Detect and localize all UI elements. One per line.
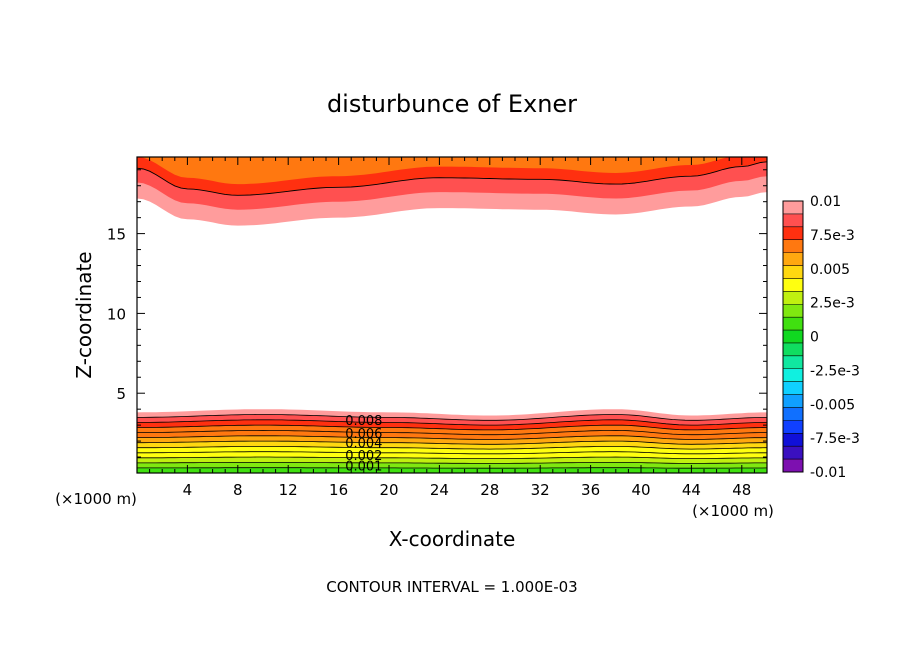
x-tick-labels: 4 8 12 16 20 24 28 32 36 40 44 48 [183, 481, 752, 499]
x-tick-label: 16 [329, 481, 348, 499]
colorbar-swatch [783, 330, 803, 344]
colorbar-swatch [783, 368, 803, 382]
contour-label: 0.002 [345, 449, 382, 464]
top-band-fill [137, 157, 729, 185]
contour-line [137, 429, 767, 436]
colorbar-swatch [783, 420, 803, 434]
colorbar-swatch [783, 433, 803, 447]
colorbar-swatch [783, 201, 803, 215]
colorbar-swatch [783, 407, 803, 421]
colorbar-swatch [783, 446, 803, 460]
colorbar-swatch [783, 394, 803, 408]
axis-ticks [137, 157, 767, 473]
colorbar-label: 0.01 [810, 194, 841, 210]
y-tick-labels: 5 10 15 [107, 226, 126, 404]
colorbar-label: 0.005 [810, 262, 850, 278]
contour-line [137, 445, 767, 450]
contour-label: 0.001 [345, 460, 382, 475]
x-axis-label: X-coordinate [389, 527, 516, 551]
colorbar-label: 7.5e-3 [810, 228, 855, 244]
colorbar-swatch [783, 342, 803, 357]
x-tick-label: 36 [581, 481, 600, 499]
contour-label: 0.008 [345, 414, 382, 429]
colorbar-label: 2.5e-3 [810, 296, 855, 312]
contour-line [137, 451, 767, 455]
colorbar-swatch [783, 226, 803, 241]
colorbar-swatch [783, 381, 803, 395]
colorbar-label: 0 [810, 330, 819, 346]
colorbar-swatch [783, 355, 803, 370]
colorbar-swatch [783, 291, 803, 305]
x-unit-label-left: (×1000 m) [55, 490, 137, 508]
x-tick-label: 20 [379, 481, 398, 499]
chart-title: disturbunce of Exner [327, 90, 577, 118]
colorbar-swatch [783, 213, 803, 228]
contour-line [137, 456, 767, 460]
x-tick-label: 44 [682, 481, 701, 499]
contour-line [137, 461, 767, 464]
contour-line [137, 440, 767, 445]
x-tick-label: 28 [480, 481, 499, 499]
contour-line [137, 419, 767, 426]
colorbar-label: -0.01 [810, 465, 846, 481]
y-tick-label: 15 [107, 226, 126, 244]
colorbar-labels: 0.01 7.5e-3 0.005 2.5e-3 0 -2.5e-3 -0.005 -7.5e… [810, 194, 860, 481]
x-unit-label-right: (×1000 m) [692, 502, 774, 520]
y-tick-label: 10 [107, 305, 126, 323]
colorbar-label: -0.005 [810, 397, 855, 413]
colorbar-label: -2.5e-3 [810, 363, 860, 379]
contour-label: 0.006 [345, 427, 382, 442]
contour-line [137, 435, 767, 440]
x-tick-label: 32 [531, 481, 550, 499]
contour-line [137, 467, 767, 469]
contour-line [137, 414, 767, 421]
contour-interval-footer: CONTOUR INTERVAL = 1.000E-03 [326, 578, 577, 596]
colorbar [782, 200, 804, 473]
x-tick-label: 8 [233, 481, 243, 499]
contour-line [137, 424, 767, 431]
x-tick-label: 12 [279, 481, 298, 499]
x-tick-label: 4 [183, 481, 193, 499]
x-tick-label: 40 [631, 481, 650, 499]
x-tick-label: 24 [430, 481, 449, 499]
contour-label: 0.004 [345, 436, 382, 451]
colorbar-swatch [783, 265, 803, 279]
colorbar-label: -7.5e-3 [810, 431, 860, 447]
x-tick-label: 48 [732, 481, 751, 499]
colorbar-swatch [783, 252, 803, 266]
colorbar-swatch [783, 459, 803, 473]
colorbar-swatch [783, 317, 803, 331]
y-axis-label: Z-coordinate [72, 251, 96, 378]
contour-line [137, 161, 767, 196]
y-tick-label: 5 [116, 385, 126, 403]
colorbar-frame [782, 200, 804, 473]
contour-lines [137, 161, 767, 469]
colorbar-swatch [783, 239, 803, 253]
colorbar-swatch [783, 304, 803, 318]
colorbar-swatch [783, 278, 803, 292]
